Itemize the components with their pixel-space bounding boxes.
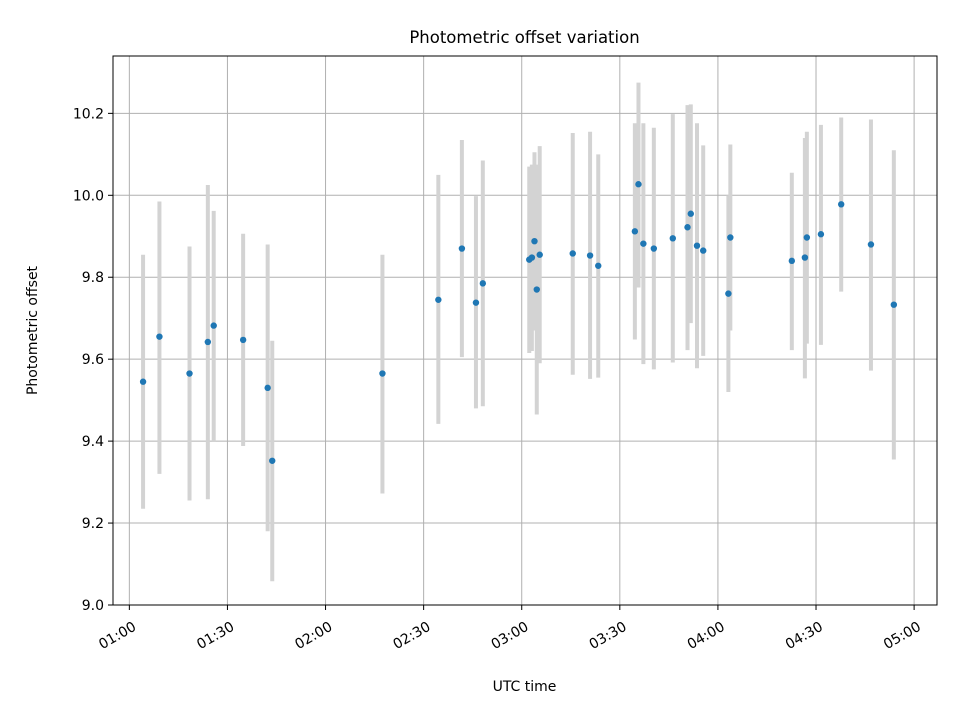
data-point	[458, 245, 466, 252]
data-point	[693, 242, 701, 249]
data-point	[669, 235, 676, 242]
y-tick-label: 9.4	[82, 434, 104, 450]
data-point	[640, 240, 647, 247]
data-point	[650, 245, 658, 252]
data-point	[595, 262, 602, 269]
y-tick-label: 9.6	[82, 352, 104, 368]
x-tick-label: 04:30	[783, 619, 826, 653]
data-point	[204, 338, 212, 346]
grid	[113, 56, 937, 606]
x-tick-label: 01:00	[96, 619, 139, 653]
data-point	[533, 286, 540, 293]
y-axis-ticks: 9.0 9.2 9.4 9.6 9.8 10.0 10.2	[73, 106, 113, 614]
data-point	[725, 290, 732, 297]
x-tick-label: 04:00	[685, 619, 728, 653]
data-point	[379, 370, 386, 377]
data-point	[186, 370, 193, 377]
data-point	[472, 299, 480, 306]
data-point	[635, 181, 642, 188]
data-point	[269, 457, 276, 464]
data-point	[531, 237, 538, 245]
error-bars	[141, 82, 896, 582]
y-tick-label: 10.2	[73, 106, 104, 122]
data-point	[264, 384, 271, 392]
data-point	[803, 234, 811, 241]
y-tick-label: 9.2	[82, 516, 104, 532]
y-tick-label: 10.0	[73, 188, 104, 204]
data-point	[528, 254, 536, 261]
x-tick-label: 03:30	[587, 619, 630, 653]
x-tick-label: 02:00	[292, 619, 335, 653]
x-tick-label: 02:30	[390, 619, 433, 653]
data-point	[586, 252, 594, 259]
data-point	[700, 247, 707, 254]
data-point	[788, 257, 796, 265]
x-axis-label: UTC time	[493, 679, 557, 695]
data-point	[684, 224, 691, 231]
data-point	[801, 254, 809, 261]
data-point	[817, 231, 825, 238]
data-point	[867, 241, 875, 248]
data-point	[156, 333, 163, 340]
y-tick-label: 9.8	[82, 270, 104, 286]
x-tick-label: 05:00	[881, 619, 924, 653]
y-tick-label: 9.0	[82, 598, 104, 614]
data-point	[479, 280, 487, 287]
data-point	[536, 251, 543, 258]
data-point	[631, 228, 639, 235]
data-point	[687, 210, 694, 217]
x-tick-label: 01:30	[194, 619, 237, 653]
x-axis-ticks: 01:00 01:30 02:00 02:30 03:00 03:30 04:00 04:30…	[96, 605, 924, 653]
chart-title: Photometric offset variation	[409, 28, 639, 47]
data-point	[569, 250, 576, 257]
data-points	[139, 181, 898, 464]
data-point	[727, 234, 734, 241]
data-point	[139, 378, 147, 385]
data-point	[239, 336, 247, 344]
y-axis-label: Photometric offset	[25, 265, 41, 395]
data-point	[837, 201, 845, 208]
data-point	[435, 296, 442, 303]
plot-frame	[112, 55, 938, 606]
data-point	[890, 301, 898, 308]
data-point	[210, 322, 217, 329]
x-tick-label: 03:00	[489, 619, 532, 653]
